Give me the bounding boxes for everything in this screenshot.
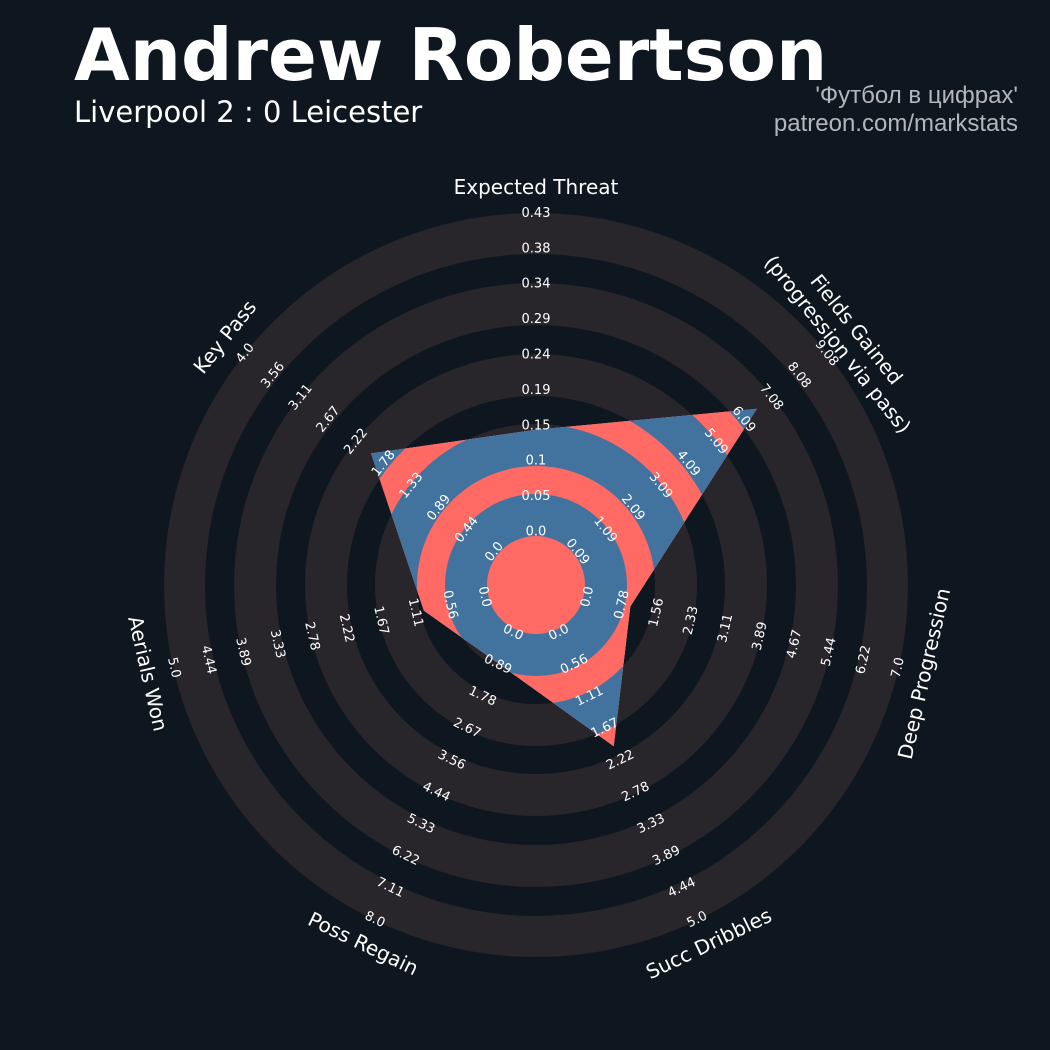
ring-value-label: 3.33 <box>267 628 288 660</box>
ring-value-label: 0.05 <box>522 489 551 504</box>
ring-value-label: 0.1 <box>526 454 547 469</box>
ring-value-label: 0.29 <box>522 312 551 327</box>
ring-value-label: 0.38 <box>522 241 551 256</box>
ring-value-label: 5.44 <box>819 636 840 668</box>
ring-value-label: 0.0 <box>578 585 597 609</box>
radar-fill-band <box>487 536 585 634</box>
ring-value-label: 3.89 <box>750 620 771 652</box>
ring-value-label: 5.0 <box>164 656 183 680</box>
ring-value-label: 7.0 <box>889 656 908 680</box>
credit-channel: 'Футбол в цифрах' <box>815 82 1018 109</box>
ring-value-label: 0.24 <box>522 348 551 363</box>
ring-value-label: 0.43 <box>522 206 551 221</box>
ring-value-label: 2.22 <box>336 613 357 645</box>
ring-value-label: 3.11 <box>715 613 736 645</box>
ring-value-label: 2.78 <box>301 620 322 652</box>
ring-value-label: 4.67 <box>784 628 805 660</box>
player-name-title: Andrew Robertson <box>74 13 828 97</box>
param-label: Expected Threat <box>454 175 619 199</box>
ring-value-label: 6.22 <box>853 644 874 676</box>
ring-value-label: 4.44 <box>198 644 219 676</box>
ring-value-label: 0.0 <box>526 525 547 540</box>
param-label: Aerials Won <box>123 614 173 734</box>
ring-value-label: 0.56 <box>439 589 460 621</box>
ring-value-label: 1.56 <box>646 597 667 629</box>
ring-value-label: 0.0 <box>475 585 494 609</box>
ring-value-label: 2.33 <box>681 605 702 637</box>
ring-value-label: 1.67 <box>370 605 391 637</box>
ring-value-label: 1.11 <box>405 597 426 629</box>
ring-value-label: 3.89 <box>232 636 253 668</box>
ring-value-label: 0.34 <box>522 277 551 292</box>
match-subtitle: Liverpool 2 : 0 Leicester <box>74 95 423 129</box>
ring-value-label: 0.15 <box>522 418 551 433</box>
credit-url: patreon.com/markstats <box>773 110 1018 137</box>
ring-value-label: 0.78 <box>612 589 633 621</box>
ring-value-label: 0.19 <box>522 383 551 398</box>
